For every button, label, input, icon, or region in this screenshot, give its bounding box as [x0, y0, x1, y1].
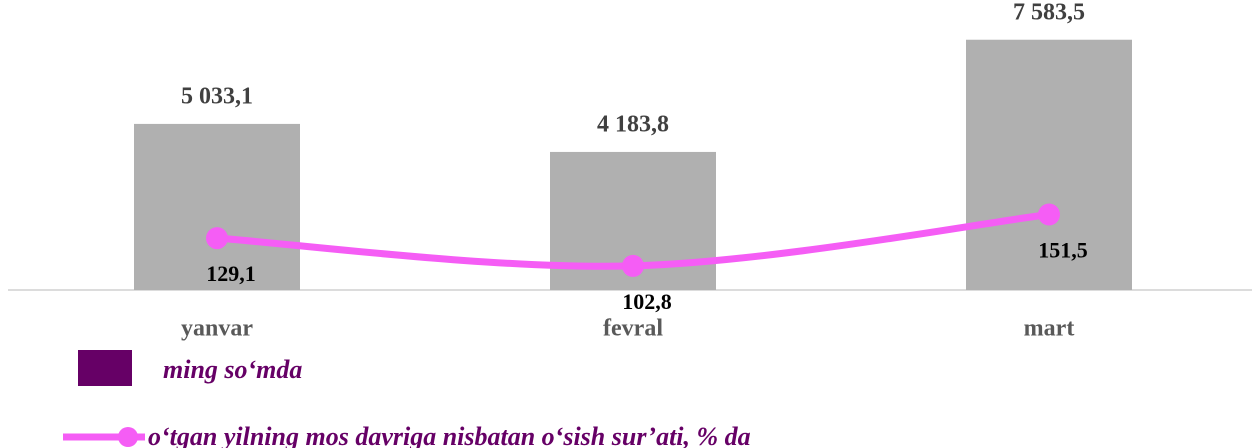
- bar: [134, 123, 300, 290]
- x-tick-label: fevral: [603, 316, 663, 342]
- line-marker: [622, 254, 644, 277]
- line-marker: [1038, 203, 1060, 226]
- legend-swatch: [78, 350, 132, 386]
- legend-label: o‘tgan yilning mos davriga nisbatan o‘si…: [148, 422, 751, 448]
- line-value-label: 129,1: [206, 261, 256, 286]
- line-value-label: 151,5: [1038, 238, 1088, 263]
- bar-value-label: 7 583,5: [1013, 0, 1085, 25]
- bar-value-label: 5 033,1: [181, 83, 253, 109]
- line-marker: [206, 227, 228, 250]
- x-tick-label: mart: [1024, 316, 1075, 342]
- x-tick-label: yanvar: [181, 316, 253, 342]
- legend-label: ming so‘mda: [163, 355, 302, 384]
- legend-swatch: [118, 427, 138, 447]
- bar: [966, 39, 1132, 290]
- bar-value-label: 4 183,8: [597, 111, 669, 137]
- line-value-label: 102,8: [622, 289, 672, 314]
